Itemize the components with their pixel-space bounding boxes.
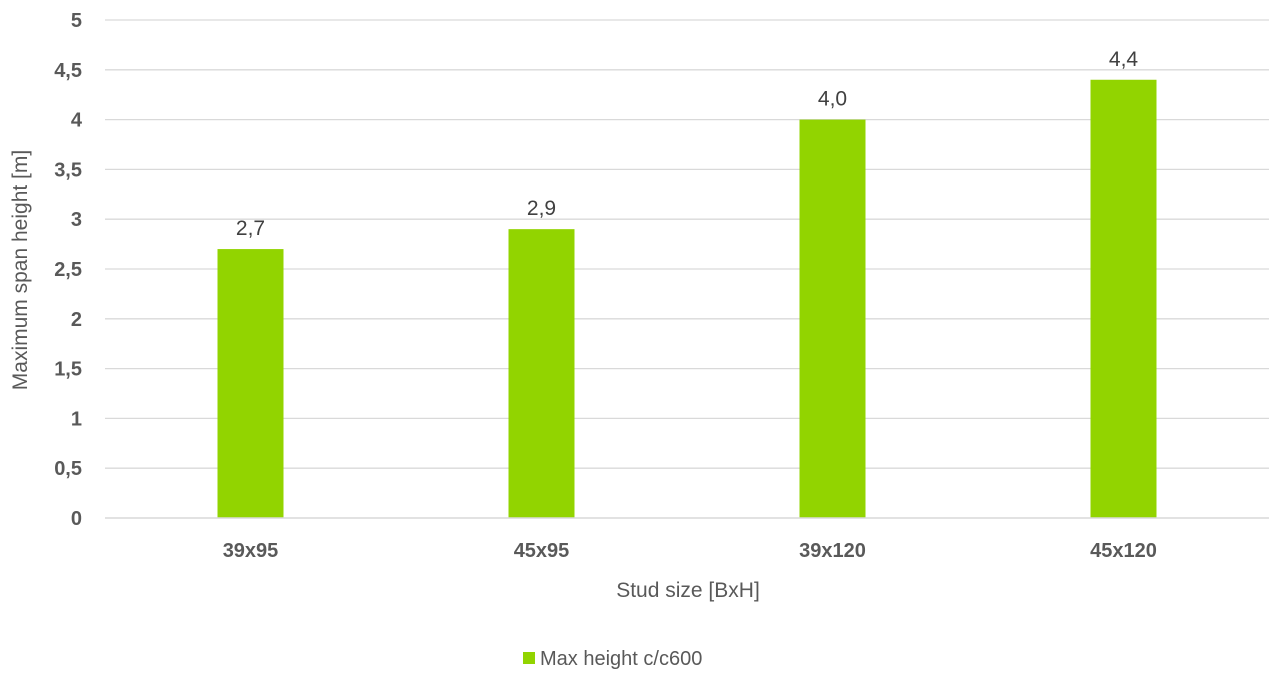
legend-label: Max height c/c600 <box>540 648 702 670</box>
legend: Max height c/c600 <box>523 648 702 670</box>
x-axis-ticks: 39x95 45x95 39x120 45x120 <box>223 540 1157 562</box>
y-tick-label: 2 <box>71 309 82 331</box>
y-tick-label: 3 <box>71 209 82 231</box>
bar-39x95 <box>217 249 284 518</box>
y-tick-label: 4,5 <box>54 60 82 82</box>
bars <box>217 79 1157 518</box>
data-label: 4,0 <box>818 88 847 111</box>
y-tick-label: 1 <box>71 408 82 430</box>
legend-swatch <box>523 652 535 664</box>
data-label: 2,9 <box>527 197 556 220</box>
x-tick-label: 45x95 <box>514 540 570 562</box>
bar-39x120 <box>799 119 866 518</box>
y-tick-label: 0 <box>71 508 82 530</box>
y-tick-label: 2,5 <box>54 259 82 281</box>
x-tick-label: 39x120 <box>799 540 866 562</box>
y-tick-label: 4 <box>71 110 83 132</box>
x-tick-label: 39x95 <box>223 540 279 562</box>
y-tick-label: 3,5 <box>54 159 82 181</box>
x-tick-label: 45x120 <box>1090 540 1157 562</box>
data-label: 4,4 <box>1109 48 1139 71</box>
x-axis-title: Stud size [BxH] <box>616 579 760 602</box>
data-label: 2,7 <box>236 217 265 240</box>
data-labels: 2,7 2,9 4,0 4,4 <box>236 48 1139 240</box>
y-tick-label: 5 <box>71 10 82 32</box>
y-tick-label: 1,5 <box>54 359 82 381</box>
bar-45x120 <box>1090 79 1157 518</box>
y-tick-label: 0,5 <box>54 458 82 480</box>
gridlines <box>105 19 1269 469</box>
y-axis-title: Maximum span height [m] <box>9 150 32 390</box>
bar-45x95 <box>508 229 575 518</box>
y-axis-ticks: 0 0,5 1 1,5 2 2,5 3 3,5 4 4,5 5 <box>54 10 83 530</box>
